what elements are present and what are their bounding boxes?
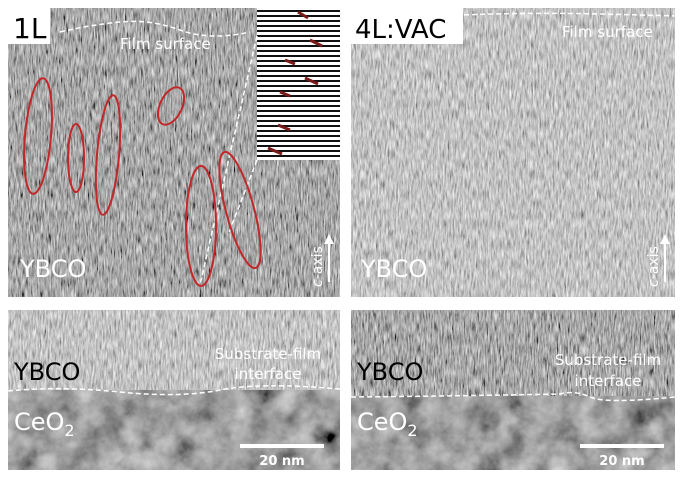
substrate-base: CeO [357, 408, 407, 436]
label-box [351, 8, 463, 44]
substrate-label: CeO2 [357, 408, 418, 440]
interface-label: Substrate-film [215, 345, 321, 363]
surface-line [439, 12, 676, 17]
annotation: Film surface [562, 23, 653, 41]
axis-text: -axis [646, 246, 662, 279]
material: YBCO [356, 358, 423, 386]
scale-bar [580, 444, 664, 448]
axis-symbol: c [646, 279, 662, 287]
film-image [8, 310, 340, 392]
tem-image [351, 8, 675, 297]
axis-label: c-axis [646, 246, 662, 287]
panel-4l: 4L:VAC Film surface YBCO c-axis [351, 8, 676, 297]
material: YBCO [360, 255, 427, 283]
substrate-base: CeO [14, 408, 64, 436]
guide-line [227, 159, 258, 236]
axis-label: c-axis [310, 246, 326, 287]
label-box [8, 8, 50, 44]
interface-label: interface [235, 365, 302, 383]
substrate-label: CeO2 [14, 408, 75, 440]
scale-label: 20 nm [259, 454, 304, 469]
panel-label: 1L [13, 12, 47, 45]
annotation: Film surface [120, 35, 211, 53]
inset-defects [267, 10, 323, 156]
substrate-subscript: 2 [407, 421, 417, 440]
substrate-image [8, 390, 340, 470]
defect-markers [23, 77, 262, 287]
interface-label: interface [575, 372, 642, 390]
panel-interface-4l: YBCO Substrate-film interface CeO2 20 nm [350, 310, 676, 470]
substrate-subscript: 2 [64, 421, 74, 440]
interface-line [350, 391, 676, 402]
axis-text: -axis [310, 246, 326, 279]
scale-label: 20 nm [599, 454, 644, 469]
scale-bar [240, 444, 324, 448]
axis-arrowhead [660, 234, 670, 244]
axis-symbol: c [310, 279, 326, 287]
film-image [351, 310, 675, 398]
interface-label: Substrate-film [555, 351, 661, 369]
axis-arrowhead [324, 234, 334, 244]
guide-line [199, 35, 258, 286]
panel-interface-1l: YBCO Substrate-film interface CeO2 20 nm [7, 310, 341, 470]
panel-1l: 1L Film surface YBCO c-axis [8, 8, 340, 297]
material: YBCO [13, 358, 80, 386]
material: YBCO [19, 255, 86, 283]
inset [257, 8, 340, 160]
panel-label: 4L:VAC [355, 15, 446, 45]
substrate-image [351, 396, 675, 470]
